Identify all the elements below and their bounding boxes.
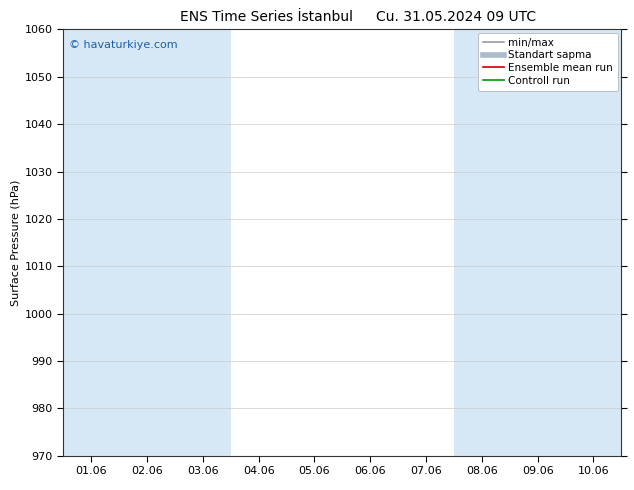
Text: ENS Time Series İstanbul: ENS Time Series İstanbul (180, 10, 353, 24)
Bar (510, 29, 566, 456)
Y-axis label: Surface Pressure (hPa): Surface Pressure (hPa) (11, 179, 21, 306)
Text: Cu. 31.05.2024 09 UTC: Cu. 31.05.2024 09 UTC (377, 10, 536, 24)
Bar (454, 29, 510, 456)
Bar (175, 29, 231, 456)
Bar (63, 29, 119, 456)
Text: © havaturkiye.com: © havaturkiye.com (69, 40, 178, 50)
Bar (119, 29, 175, 456)
Bar (566, 29, 621, 456)
Legend: min/max, Standart sapma, Ensemble mean run, Controll run: min/max, Standart sapma, Ensemble mean r… (478, 32, 618, 91)
